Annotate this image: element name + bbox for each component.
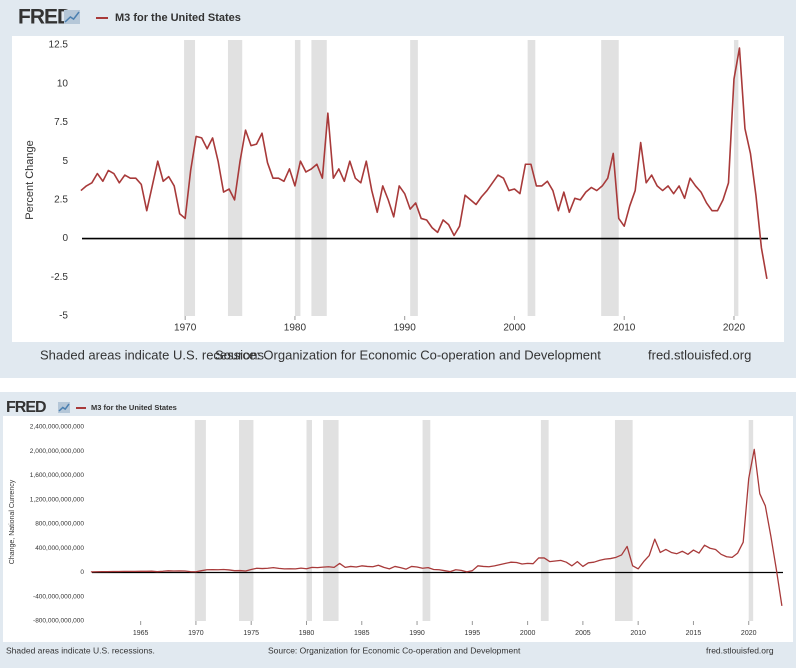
y-axis-label: Change, National Currency [9, 479, 16, 564]
data-line [80, 47, 768, 279]
brand-icon [64, 10, 80, 24]
brand-icon-line [58, 403, 70, 412]
source-note: Source: Organization for Economic Co-ope… [215, 347, 601, 362]
recession-band [194, 420, 206, 621]
y-tick-label: 0 [80, 569, 84, 576]
y-tick-label: -2.5 [51, 272, 69, 283]
site-url: fred.stlouisfed.org [706, 645, 774, 655]
y-tick-label: 10 [57, 78, 69, 89]
legend-label: M3 for the United States [91, 403, 177, 412]
y-tick-label: 5 [62, 156, 68, 167]
x-tick-label: 2020 [723, 323, 746, 334]
y-tick-label: 2,400,000,000,000 [30, 424, 85, 431]
y-axis-label: Percent Change [24, 140, 36, 220]
x-tick-label: 1965 [133, 630, 149, 637]
x-tick-label: 2005 [575, 630, 591, 637]
site-url: fred.stlouisfed.org [648, 347, 751, 362]
recession-band [422, 420, 431, 621]
x-tick-label: 1980 [284, 323, 307, 334]
recession-band [227, 40, 243, 316]
y-tick-label: 2,000,000,000,000 [30, 448, 85, 455]
y-tick-label: 12.5 [49, 40, 69, 51]
x-tick-label: 1990 [409, 630, 425, 637]
recession-band [311, 40, 327, 316]
recession-band [527, 40, 536, 316]
recession-band [540, 420, 549, 621]
brand-icon-line [64, 11, 80, 23]
y-tick-label: 800,000,000,000 [35, 521, 84, 528]
recession-band [294, 40, 301, 316]
legend-label: M3 for the United States [115, 12, 241, 24]
x-tick-label: 1995 [465, 630, 481, 637]
x-tick-label: 1980 [299, 630, 315, 637]
recession-band [306, 420, 313, 621]
x-tick-label: 1990 [394, 323, 417, 334]
source-note: Source: Organization for Economic Co-ope… [268, 645, 521, 655]
recession-note: Shaded areas indicate U.S. recessions. [6, 645, 155, 655]
x-tick-label: 2010 [630, 630, 646, 637]
y-tick-label: -5 [59, 311, 68, 322]
x-tick-label: 1975 [243, 630, 259, 637]
recession-note: Shaded areas indicate U.S. recessions [40, 347, 265, 362]
y-tick-label: 1,600,000,000,000 [30, 472, 85, 479]
x-tick-label: 2000 [503, 323, 526, 334]
y-tick-label: 2.5 [54, 194, 68, 205]
recession-band [323, 420, 339, 621]
recession-band [748, 420, 754, 621]
x-tick-label: 1985 [354, 630, 370, 637]
brand-logo: FRED [18, 6, 72, 29]
y-tick-label: -400,000,000,000 [33, 593, 84, 600]
y-tick-label: 400,000,000,000 [35, 545, 84, 552]
recession-band [601, 40, 619, 316]
y-tick-label: 7.5 [54, 117, 68, 128]
y-tick-label: 0 [62, 233, 68, 244]
x-tick-label: 2000 [520, 630, 536, 637]
brand-logo: FRED [6, 399, 46, 416]
x-tick-label: 2015 [686, 630, 702, 637]
x-tick-label: 2020 [741, 630, 757, 637]
data-line [90, 448, 783, 606]
recession-band [239, 420, 254, 621]
x-tick-label: 1970 [188, 630, 204, 637]
y-tick-label: -800,000,000,000 [33, 618, 84, 625]
recession-band [410, 40, 418, 316]
x-tick-label: 2010 [613, 323, 636, 334]
y-tick-label: 1,200,000,000,000 [30, 496, 85, 503]
plot-background [3, 416, 793, 642]
x-tick-label: 1970 [174, 323, 197, 334]
recession-band [614, 420, 633, 621]
recession-band [733, 40, 739, 316]
